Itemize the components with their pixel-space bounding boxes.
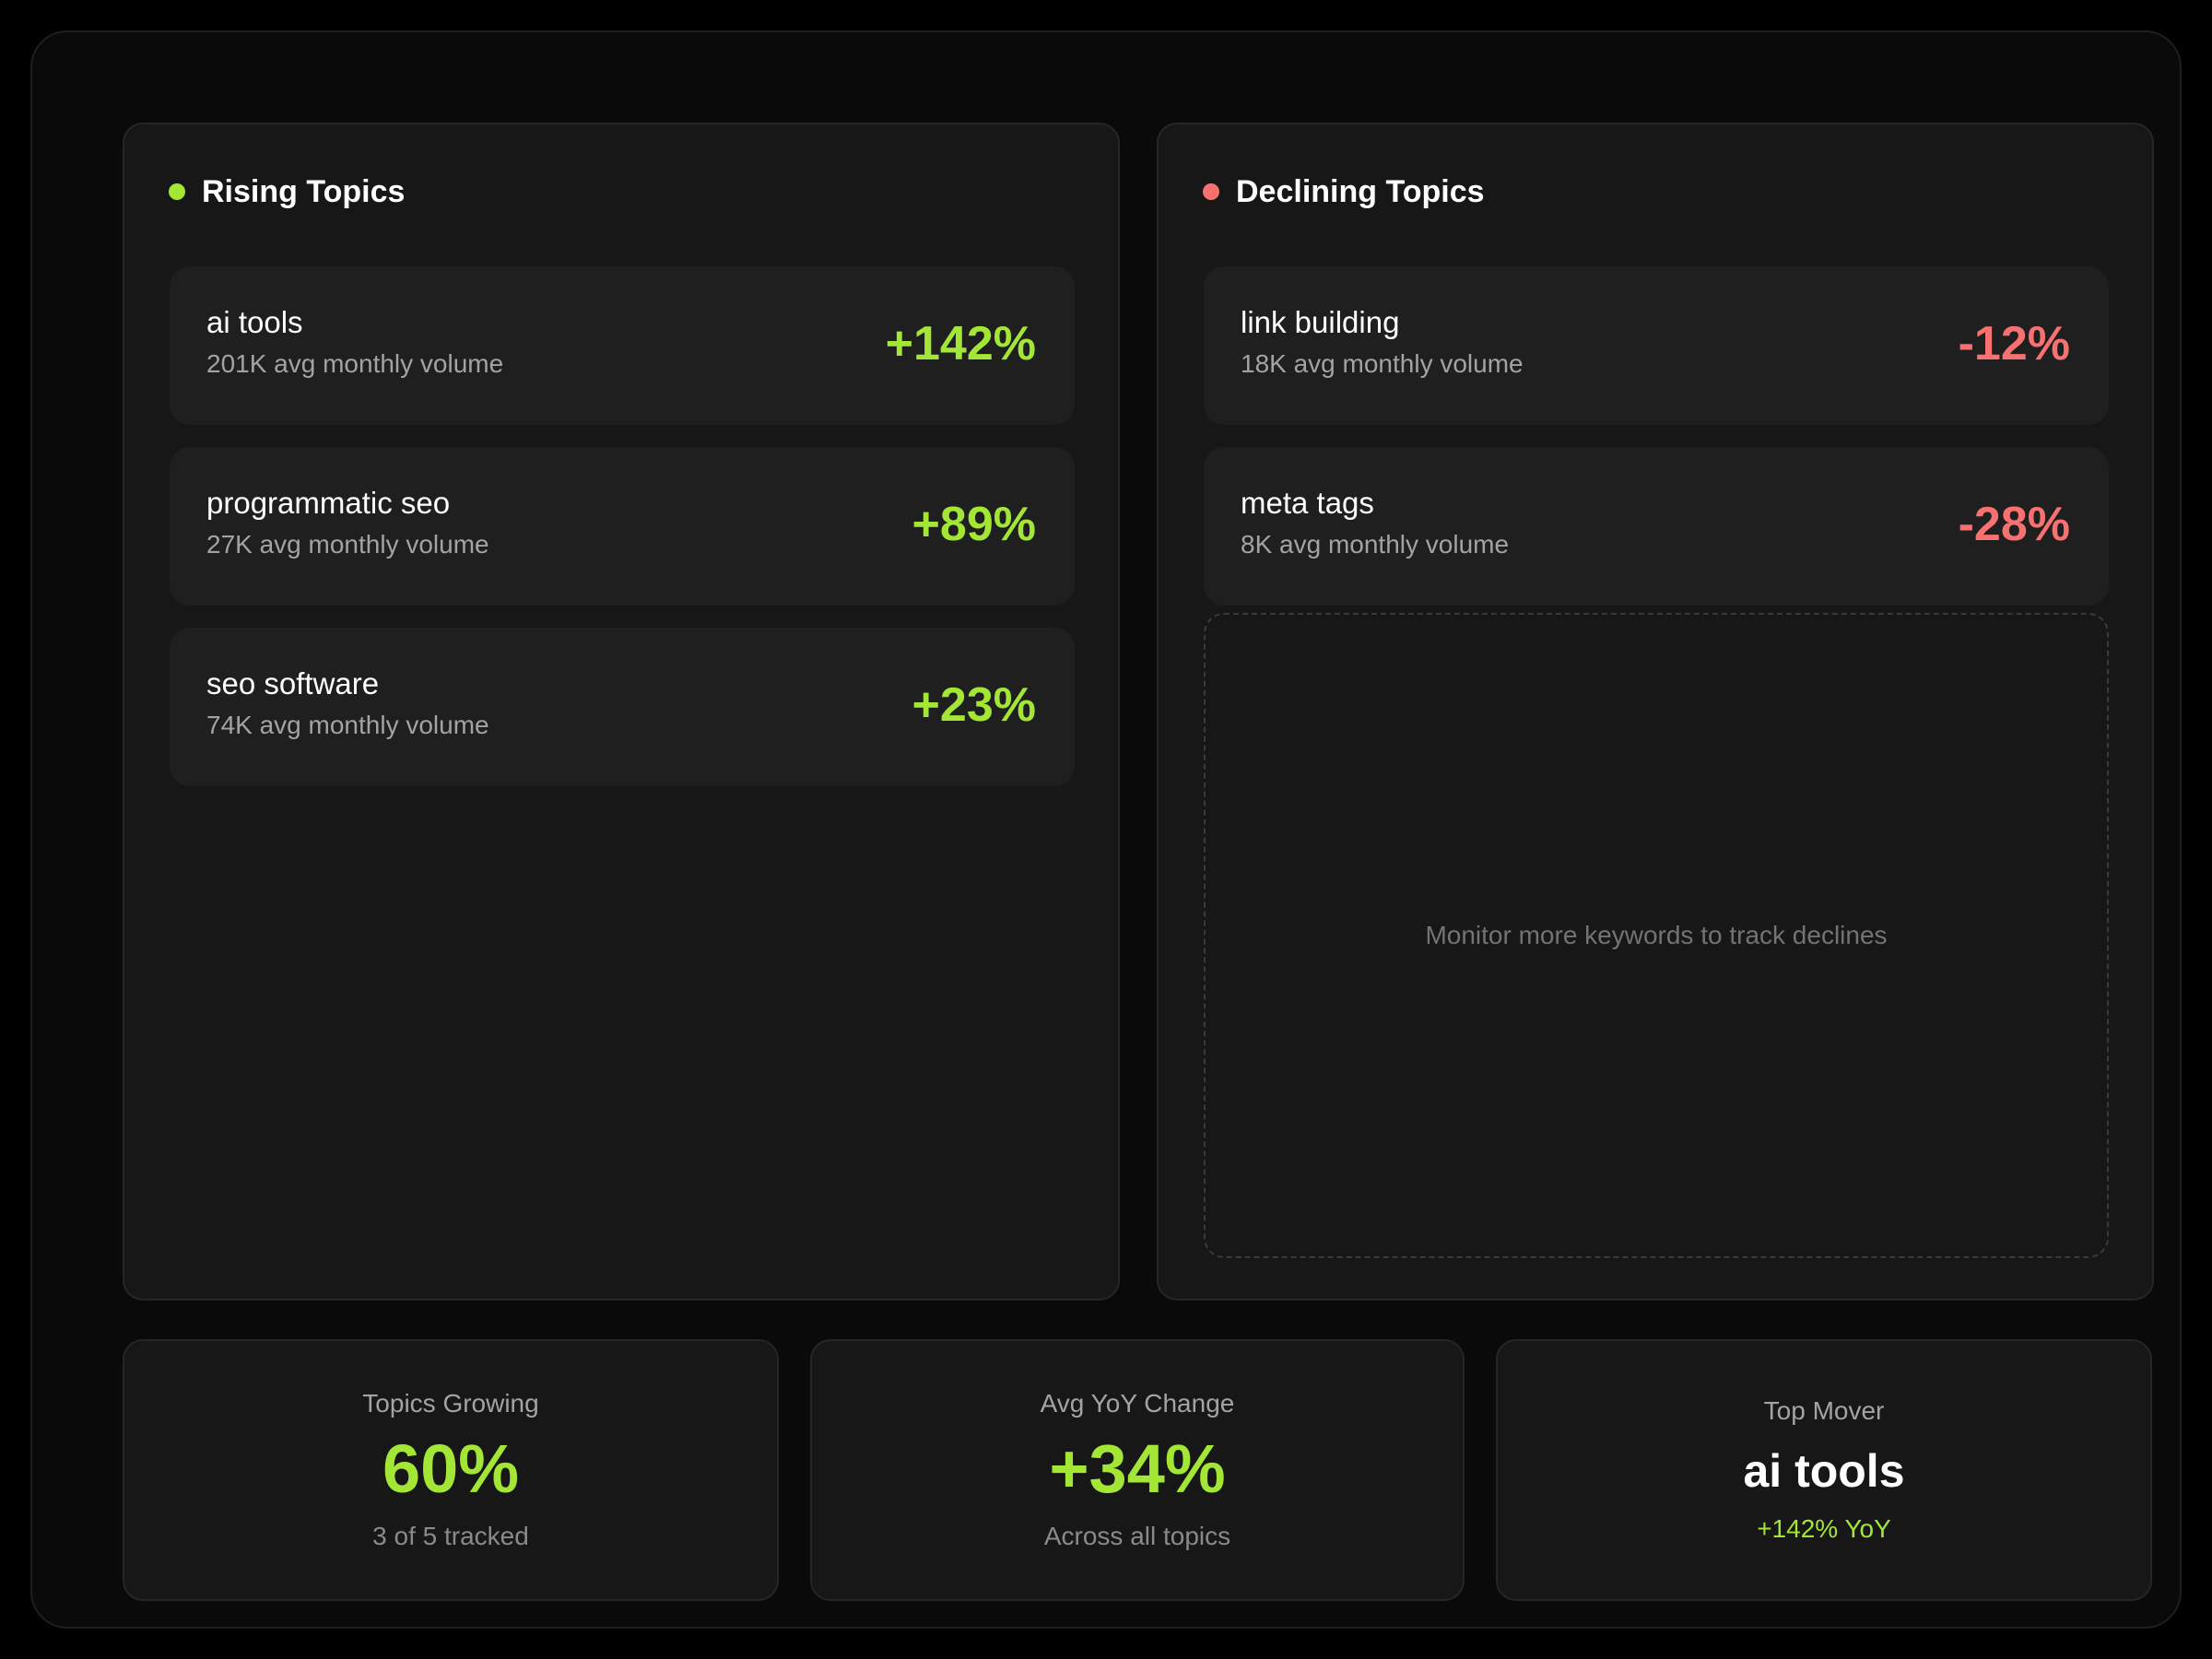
topic-volume: 18K avg monthly volume bbox=[1241, 349, 1524, 378]
stat-value: 60% bbox=[382, 1430, 520, 1507]
topic-volume: 201K avg monthly volume bbox=[206, 349, 504, 378]
stat-value: ai tools bbox=[1743, 1445, 1905, 1497]
declining-topic-item[interactable]: meta tags 8K avg monthly volume -28% bbox=[1204, 447, 2109, 606]
stat-label: Topics Growing bbox=[362, 1389, 539, 1418]
stat-label: Avg YoY Change bbox=[1040, 1389, 1235, 1418]
stat-sub: 3 of 5 tracked bbox=[372, 1522, 529, 1550]
topic-name: link building bbox=[1241, 305, 1400, 339]
dashboard-frame: Rising Topics ai tools 201K avg monthly … bbox=[30, 30, 2182, 1629]
stat-sub: +142% YoY bbox=[1757, 1514, 1891, 1543]
topic-volume: 27K avg monthly volume bbox=[206, 530, 489, 559]
declining-topics-panel: Declining Topics link building 18K avg m… bbox=[1157, 123, 2154, 1300]
rising-topics-panel: Rising Topics ai tools 201K avg monthly … bbox=[123, 123, 1120, 1300]
declining-topics-title: Declining Topics bbox=[1236, 173, 1485, 209]
topic-change: +23% bbox=[912, 678, 1036, 732]
topic-name: ai tools bbox=[206, 305, 303, 339]
rising-indicator-dot-icon bbox=[169, 183, 185, 200]
rising-topics-header: Rising Topics bbox=[169, 171, 405, 213]
stat-value: +34% bbox=[1049, 1430, 1226, 1507]
topics-growing-card: Topics Growing 60% 3 of 5 tracked bbox=[123, 1339, 779, 1601]
stat-sub: Across all topics bbox=[1043, 1522, 1231, 1550]
rising-topic-item[interactable]: programmatic seo 27K avg monthly volume … bbox=[170, 447, 1075, 606]
declining-topic-item[interactable]: link building 18K avg monthly volume -12… bbox=[1204, 266, 2109, 425]
rising-topic-item[interactable]: ai tools 201K avg monthly volume +142% bbox=[170, 266, 1075, 425]
empty-state-placeholder: Monitor more keywords to track declines bbox=[1204, 613, 2109, 1258]
topic-change: -28% bbox=[1958, 498, 2070, 551]
topic-name: meta tags bbox=[1241, 486, 1374, 520]
topic-volume: 74K avg monthly volume bbox=[206, 711, 489, 739]
rising-topics-title: Rising Topics bbox=[202, 173, 406, 209]
topic-volume: 8K avg monthly volume bbox=[1241, 530, 1510, 559]
top-mover-card: Top Mover ai tools +142% YoY bbox=[1496, 1339, 2152, 1601]
topic-change: +142% bbox=[885, 317, 1036, 371]
rising-topic-item[interactable]: seo software 74K avg monthly volume +23% bbox=[170, 628, 1075, 786]
topic-change: -12% bbox=[1958, 317, 2070, 371]
topic-name: seo software bbox=[206, 666, 380, 700]
stat-label: Top Mover bbox=[1763, 1396, 1885, 1425]
topic-name: programmatic seo bbox=[206, 486, 451, 520]
topic-change: +89% bbox=[912, 498, 1036, 551]
declining-indicator-dot-icon bbox=[1203, 183, 1219, 200]
empty-state-message: Monitor more keywords to track declines bbox=[1425, 921, 1888, 949]
avg-yoy-change-card: Avg YoY Change +34% Across all topics bbox=[810, 1339, 1465, 1601]
declining-topics-header: Declining Topics bbox=[1203, 171, 1485, 213]
